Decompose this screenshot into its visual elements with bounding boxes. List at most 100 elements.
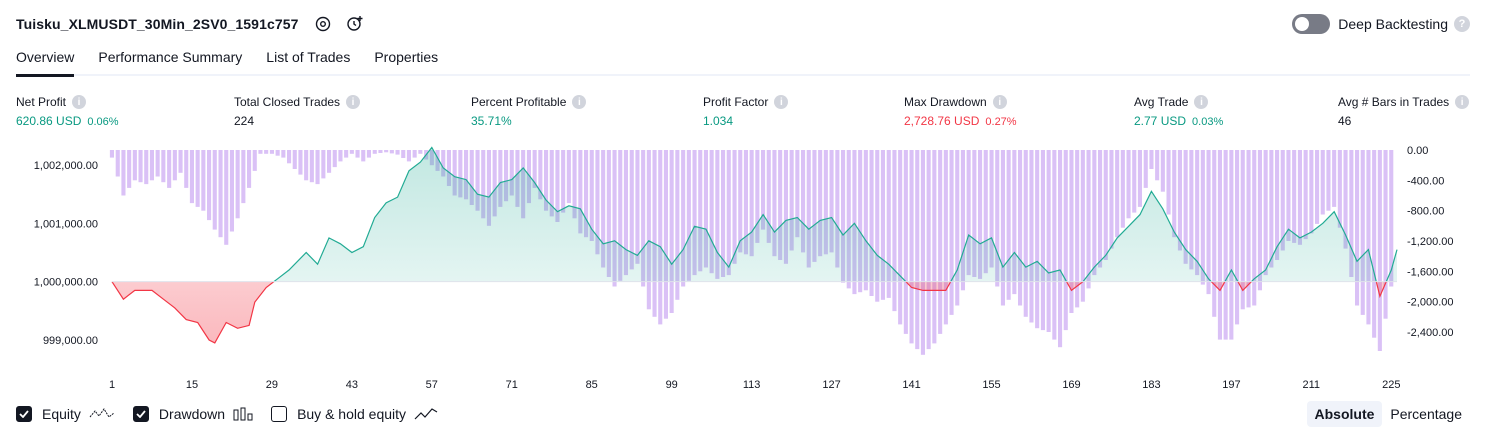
drawdown-bar — [606, 150, 611, 277]
drawdown-bar — [1383, 150, 1388, 319]
settings-icon[interactable] — [311, 12, 335, 36]
drawdown-bar — [195, 150, 200, 207]
info-icon[interactable]: i — [572, 95, 587, 109]
drawdown-bar — [1172, 150, 1177, 238]
drawdown-bar — [1343, 150, 1348, 249]
drawdown-bar — [1269, 150, 1274, 268]
drawdown-bar — [778, 150, 783, 260]
info-icon[interactable]: i — [774, 95, 789, 109]
scale-toggle: Absolute Percentage — [1306, 401, 1471, 427]
drawdown-bar — [309, 150, 314, 183]
buy-hold-checkbox[interactable] — [271, 406, 288, 422]
drawdown-bar — [338, 150, 343, 162]
info-icon[interactable]: i — [346, 95, 361, 109]
drawdown-bar — [378, 150, 383, 153]
drawdown-bar — [829, 150, 834, 253]
drawdown-bar — [1040, 150, 1045, 331]
drawdown-bar — [823, 150, 828, 255]
x-tick-label: 43 — [346, 379, 358, 391]
drawdown-bar — [458, 150, 463, 198]
drawdown-bar — [1115, 150, 1120, 238]
drawdown-bar — [1046, 150, 1051, 332]
drawdown-bar — [252, 150, 257, 171]
deep-backtesting-toggle[interactable] — [1292, 14, 1331, 34]
drawdown-bar — [1000, 150, 1005, 306]
drawdown-bar — [772, 150, 777, 257]
drawdown-bar — [207, 150, 212, 221]
info-icon[interactable]: i — [1194, 95, 1209, 109]
drawdown-bar — [1075, 150, 1080, 308]
drawdown-bar — [315, 150, 320, 185]
drawdown-bar — [492, 150, 497, 217]
drawdown-bar — [858, 150, 863, 293]
drawdown-bar — [149, 150, 154, 181]
drawdown-bar — [709, 150, 714, 274]
drawdown-bar — [1166, 150, 1171, 215]
drawdown-bar — [401, 150, 406, 158]
info-icon[interactable]: i — [992, 95, 1007, 109]
x-tick-label: 197 — [1222, 379, 1240, 391]
percentage-button[interactable]: Percentage — [1390, 406, 1462, 422]
drawdown-bar — [1120, 150, 1125, 228]
drawdown-bar — [595, 150, 600, 255]
drawdown-bar — [846, 150, 851, 289]
tab-list-of-trades[interactable]: List of Trades — [266, 49, 351, 65]
metric-label: Avg # Bars in Trades — [1338, 95, 1450, 109]
info-icon[interactable]: i — [1455, 95, 1470, 109]
drawdown-bar — [1280, 150, 1285, 251]
drawdown-bar — [880, 150, 885, 300]
metric-label: Max Drawdown — [904, 95, 987, 109]
tab-overview[interactable]: Overview — [16, 44, 75, 77]
drawdown-bar — [955, 150, 960, 306]
legend-drawdown[interactable]: Drawdown — [132, 406, 253, 422]
drawdown-bar — [715, 150, 720, 279]
drawdown-bar — [1309, 150, 1314, 234]
drawdown-bar — [1183, 150, 1188, 264]
info-icon[interactable]: i — [72, 95, 87, 109]
drawdown-bar — [212, 150, 217, 230]
help-icon[interactable]: ? — [1454, 16, 1470, 32]
drawdown-bar — [658, 150, 663, 325]
drawdown-bar — [686, 150, 691, 281]
drawdown-bar — [966, 150, 971, 276]
drawdown-bar — [235, 150, 240, 219]
drawdown-bar — [886, 150, 891, 298]
equity-axis-label: 1,002,000.00 — [34, 160, 98, 172]
drawdown-bar — [361, 150, 366, 162]
add-alert-icon[interactable] — [343, 12, 367, 36]
drawdown-bar — [1275, 150, 1280, 260]
drawdown-bar — [681, 150, 686, 287]
drawdown-bar — [366, 150, 371, 158]
drawdown-bar — [275, 150, 280, 156]
drawdown-bar — [1389, 150, 1394, 287]
drawdown-bar — [995, 150, 1000, 287]
absolute-button[interactable]: Absolute — [1306, 401, 1383, 427]
drawdown-bar — [1326, 150, 1331, 211]
drawdown-bar — [298, 150, 303, 175]
legend-equity[interactable]: Equity — [16, 406, 115, 422]
drawdown-bar — [566, 150, 571, 204]
drawdown-checkbox[interactable] — [132, 406, 149, 422]
drawdown-bar — [1012, 150, 1017, 295]
tab-performance-summary[interactable]: Performance Summary — [98, 49, 243, 65]
x-tick-label: 1 — [109, 379, 115, 391]
metric-label: Profit Factor — [703, 95, 769, 109]
drawdown-bar — [629, 150, 634, 270]
metric-value: 2,728.76 USD — [904, 114, 980, 128]
drawdown-bar — [269, 150, 274, 154]
drawdown-bar — [138, 150, 143, 183]
drawdown-bar — [406, 150, 411, 162]
drawdown-bar — [675, 150, 680, 300]
drawdown-bar — [1372, 150, 1377, 338]
metric-total-closed-trades: Total Closed Trades i 224 — [234, 94, 361, 130]
equity-drawdown-chart[interactable]: 1,002,000.00 1,001,000.00 1,000,000.00 999,… — [0, 140, 1486, 395]
equity-checkbox[interactable] — [16, 406, 32, 422]
metric-value: 1.034 — [703, 114, 734, 128]
drawdown-bar — [258, 150, 263, 154]
drawdown-bar — [1206, 150, 1211, 295]
drawdown-bar — [1098, 150, 1103, 268]
legend-buy-hold[interactable]: Buy & hold equity — [271, 406, 438, 422]
tab-properties[interactable]: Properties — [374, 49, 439, 65]
metric-label: Avg Trade — [1134, 95, 1189, 109]
metric-label: Percent Profitable — [471, 95, 567, 109]
